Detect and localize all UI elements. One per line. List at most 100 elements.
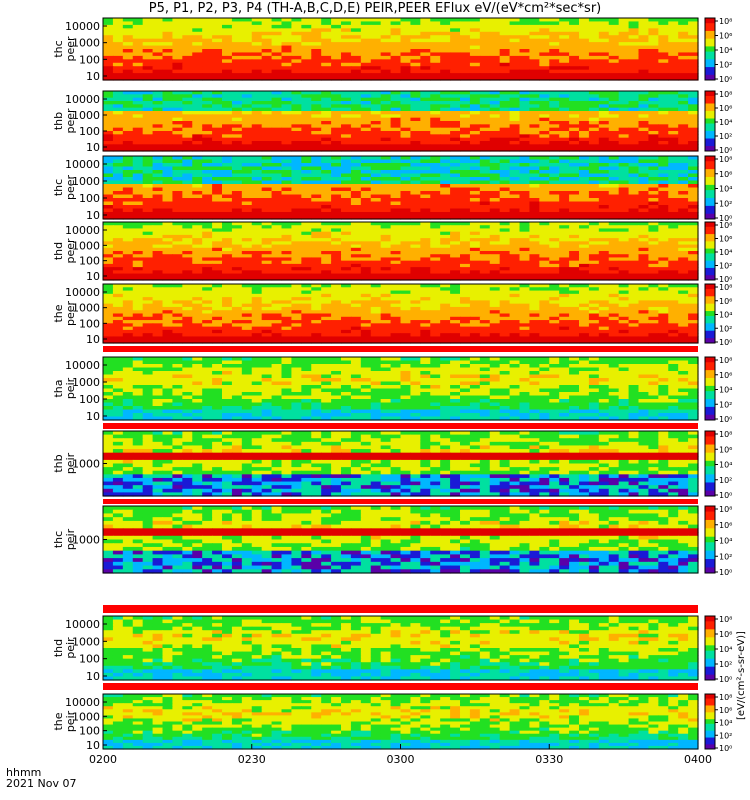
heatmap-cell xyxy=(460,191,471,196)
heatmap-cell xyxy=(460,124,471,129)
heatmap-cell xyxy=(539,191,550,196)
heatmap-cell xyxy=(390,284,402,288)
heatmap-cell xyxy=(192,166,203,171)
heatmap-cell xyxy=(231,38,243,43)
heatmap-cell xyxy=(360,124,372,129)
heatmap-cell xyxy=(182,194,193,199)
heatmap-cell xyxy=(420,222,431,226)
heatmap-cell xyxy=(440,300,451,305)
colorbar-tick-label: 10⁰ xyxy=(719,275,732,284)
heatmap-cell xyxy=(460,24,471,29)
heatmap-cell xyxy=(469,244,481,249)
heatmap-cell xyxy=(628,260,640,265)
heatmap-cell xyxy=(628,222,640,226)
heatmap-cell xyxy=(370,91,382,95)
heatmap-cell xyxy=(370,201,382,206)
heatmap-cell xyxy=(400,76,412,81)
heatmap-cell xyxy=(241,124,253,129)
heatmap-cell xyxy=(479,215,491,220)
heatmap-cell xyxy=(162,42,174,47)
heatmap-cell xyxy=(281,21,293,26)
heatmap-cell xyxy=(212,156,223,161)
heatmap-cell xyxy=(162,287,174,292)
heatmap-cell xyxy=(648,101,659,105)
heatmap-cell xyxy=(132,228,144,233)
colorbar-swatch xyxy=(705,69,715,73)
heatmap-cell xyxy=(410,222,421,226)
heatmap-cell xyxy=(450,293,461,298)
heatmap-cell xyxy=(192,257,203,262)
heatmap-cell xyxy=(350,177,362,182)
heatmap-cell xyxy=(598,159,610,164)
heatmap-cell xyxy=(321,208,332,213)
heatmap-cell xyxy=(648,134,659,139)
heatmap-cell xyxy=(519,117,531,122)
heatmap-cell xyxy=(182,228,193,233)
heatmap-cell xyxy=(390,35,402,40)
heatmap-cell xyxy=(469,147,481,152)
heatmap-cell xyxy=(261,184,273,189)
heatmap-cell xyxy=(559,254,570,259)
heatmap-cell xyxy=(569,69,580,74)
heatmap-cell xyxy=(499,147,511,152)
heatmap-cell xyxy=(420,231,431,236)
heatmap-cell xyxy=(301,131,312,135)
heatmap-cell xyxy=(450,177,461,182)
heatmap-cell xyxy=(261,260,273,265)
heatmap-cell xyxy=(400,117,412,122)
heatmap-cell xyxy=(162,49,174,54)
heatmap-cell xyxy=(608,212,620,217)
heatmap-cell xyxy=(152,66,164,71)
heatmap-cell xyxy=(350,215,362,220)
heatmap-cell xyxy=(450,244,461,249)
heatmap-cell xyxy=(301,147,312,152)
heatmap-cell xyxy=(509,42,521,47)
heatmap-cell xyxy=(499,55,511,60)
heatmap-cell xyxy=(321,104,332,109)
heatmap-cell xyxy=(400,212,412,217)
heatmap-cell xyxy=(460,287,471,292)
heatmap-cell xyxy=(469,205,481,210)
heatmap-cell xyxy=(440,287,451,292)
heatmap-cell xyxy=(321,247,332,252)
heatmap-cell xyxy=(350,251,362,255)
heatmap-cell xyxy=(112,267,124,271)
heatmap-cell xyxy=(380,18,392,23)
heatmap-cell xyxy=(688,73,699,78)
heatmap-cell xyxy=(668,141,679,145)
heatmap-cell xyxy=(390,234,402,239)
heatmap-cell xyxy=(638,287,650,292)
heatmap-cell xyxy=(668,180,679,185)
heatmap-cell xyxy=(212,201,223,206)
heatmap-cell xyxy=(103,273,114,278)
heatmap-cell xyxy=(331,300,342,305)
heatmap-cell xyxy=(549,163,560,168)
heatmap-cell xyxy=(212,198,223,203)
heatmap-cell xyxy=(410,144,421,149)
heatmap-cell xyxy=(658,293,669,298)
heatmap-cell xyxy=(370,191,382,196)
heatmap-cell xyxy=(549,170,560,175)
heatmap-cell xyxy=(182,134,193,139)
heatmap-cell xyxy=(202,141,213,145)
heatmap-cell xyxy=(628,131,640,135)
heatmap-cell xyxy=(202,127,213,132)
heatmap-cell xyxy=(122,222,134,226)
heatmap-cell xyxy=(132,137,144,142)
heatmap-cell xyxy=(350,124,362,129)
heatmap-cell xyxy=(598,290,610,295)
heatmap-cell xyxy=(251,293,263,298)
heatmap-cell xyxy=(162,144,174,149)
heatmap-cell xyxy=(628,45,640,50)
heatmap-cell xyxy=(162,114,174,119)
heatmap-cell xyxy=(569,247,580,252)
heatmap-cell xyxy=(222,300,233,305)
heatmap-cell xyxy=(152,198,164,203)
heatmap-cell xyxy=(519,184,531,189)
heatmap-cell xyxy=(231,91,243,95)
heatmap-cell xyxy=(440,222,451,226)
heatmap-cell xyxy=(559,59,570,64)
heatmap-cell xyxy=(460,104,471,109)
heatmap-cell xyxy=(668,234,679,239)
heatmap-cell xyxy=(241,76,253,81)
